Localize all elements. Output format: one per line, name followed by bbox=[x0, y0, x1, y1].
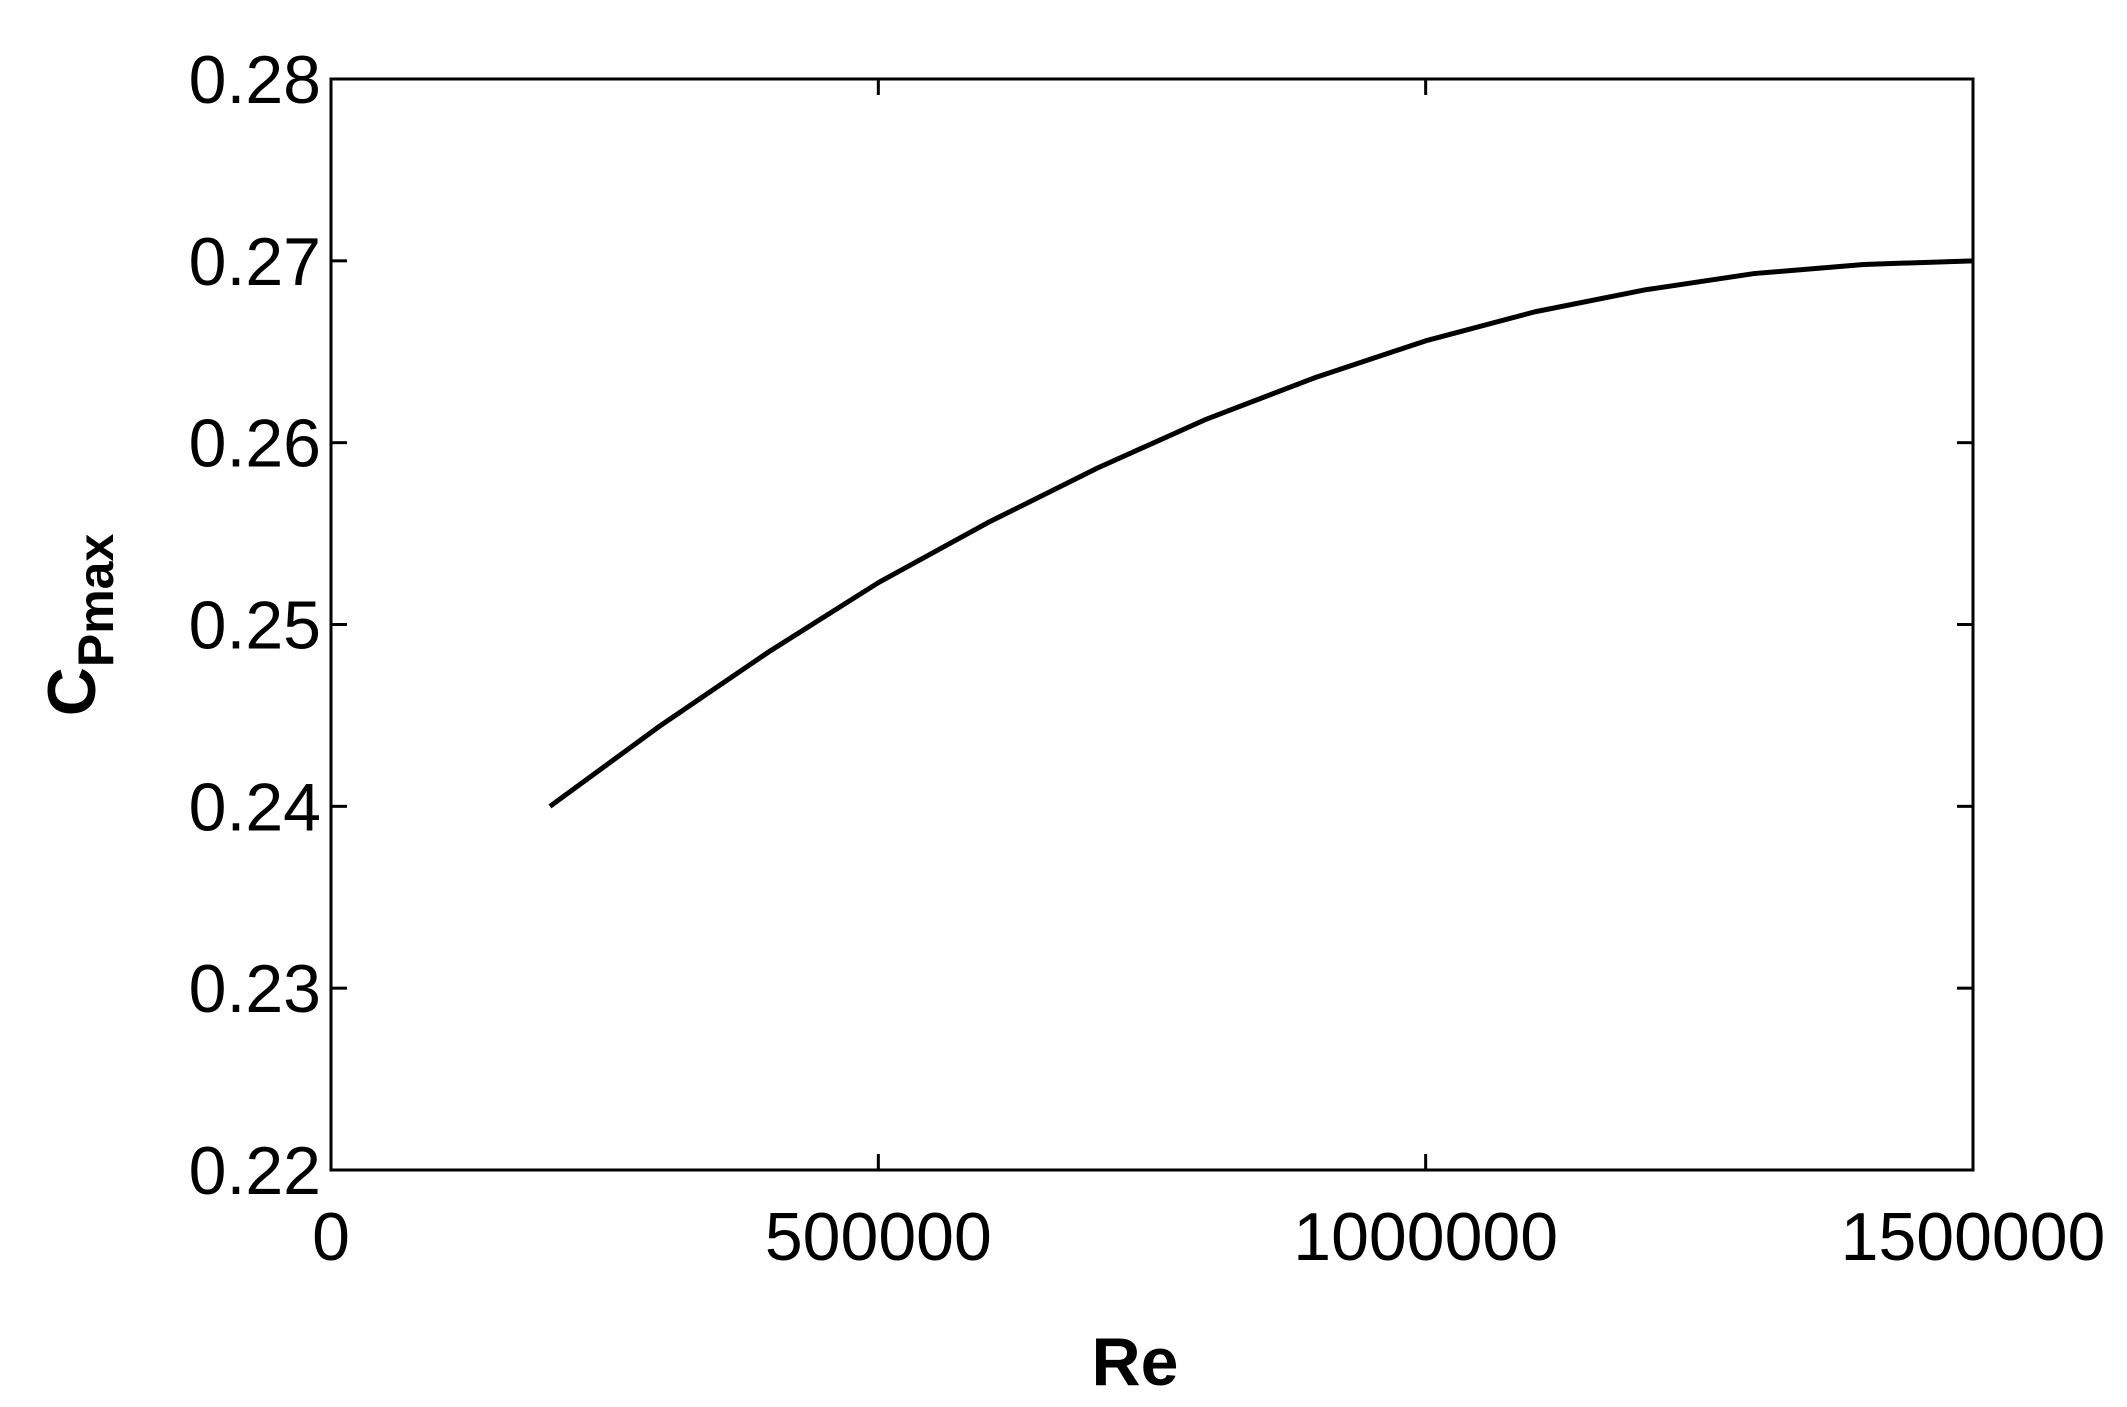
y-axis-label-main: C bbox=[34, 667, 110, 716]
y-tick-label: 0.25 bbox=[189, 588, 321, 664]
y-tick-label: 0.23 bbox=[189, 951, 321, 1027]
y-tick-label: 0.22 bbox=[189, 1133, 321, 1209]
y-tick-label: 0.26 bbox=[189, 406, 321, 482]
x-tick-label: 1500000 bbox=[1841, 1199, 2106, 1275]
x-tick-label: 500000 bbox=[765, 1199, 992, 1275]
data-line bbox=[548, 258, 1974, 809]
y-tick-label: 0.28 bbox=[189, 42, 321, 118]
x-tick-label: 1000000 bbox=[1293, 1199, 1558, 1275]
y-axis-label: CPmax bbox=[34, 534, 124, 717]
x-tick-label: 0 bbox=[312, 1199, 350, 1275]
y-tick-label: 0.27 bbox=[189, 224, 321, 300]
x-axis-label: Re bbox=[1092, 1324, 1179, 1400]
y-axis-label-sub: Pmax bbox=[68, 534, 124, 668]
plot-frame bbox=[329, 77, 1975, 1172]
y-tick-label: 0.24 bbox=[189, 769, 321, 845]
